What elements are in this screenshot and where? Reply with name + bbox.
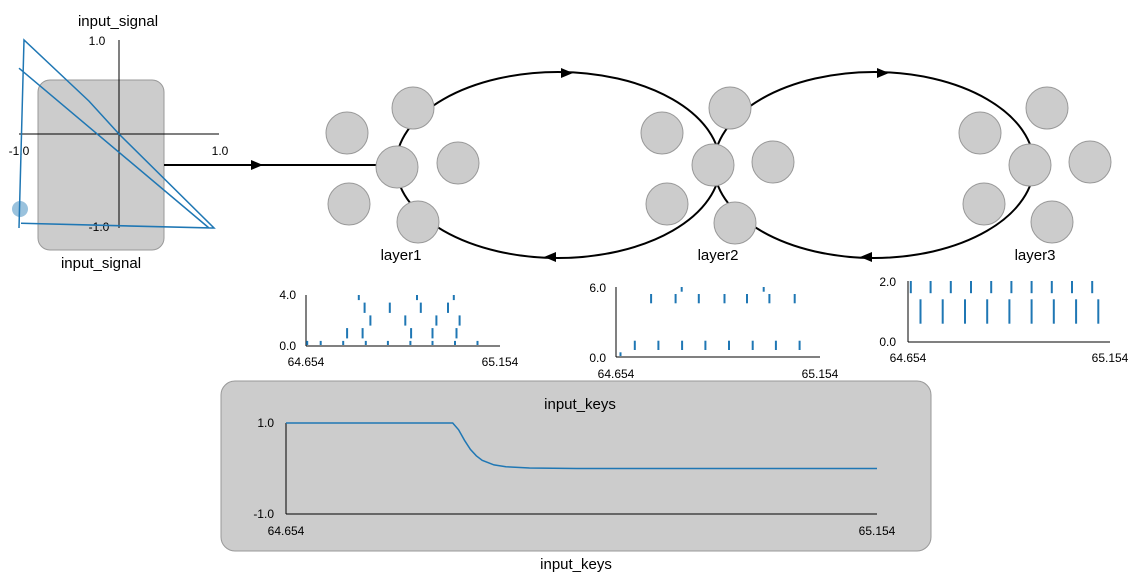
layer1-label: layer1 bbox=[381, 247, 422, 264]
layer2-ensemble[interactable] bbox=[640, 86, 795, 245]
input-signal-y-min-label: -1.0 bbox=[89, 220, 110, 234]
raster-x-min-label: 64.654 bbox=[890, 351, 927, 365]
neuron bbox=[962, 182, 1006, 226]
neuron bbox=[325, 111, 369, 155]
raster-x-max-label: 65.154 bbox=[802, 367, 839, 381]
raster-x-max-label: 65.154 bbox=[1092, 351, 1129, 365]
input-keys-x-max-label: 65.154 bbox=[859, 524, 896, 538]
input-signal-cursor-dot bbox=[12, 201, 28, 217]
input-keys-plot-title: input_keys bbox=[544, 396, 616, 413]
neuron bbox=[713, 201, 757, 245]
input-keys-node-label: input_keys bbox=[540, 556, 612, 573]
raster-x-max-label: 65.154 bbox=[482, 355, 519, 369]
input-signal-x-min-label: -1.0 bbox=[9, 144, 30, 158]
raster-y-max-label: 2.0 bbox=[879, 275, 896, 289]
layer2-label: layer2 bbox=[698, 247, 739, 264]
raster-y-min-label: 0.0 bbox=[879, 335, 896, 349]
layer1-ensemble[interactable] bbox=[325, 86, 480, 244]
input-signal-plot-title: input_signal bbox=[78, 13, 158, 30]
layer3-ensemble[interactable] bbox=[958, 86, 1112, 244]
raster-y-max-label: 4.0 bbox=[279, 288, 296, 302]
neuron bbox=[708, 86, 752, 130]
neuron bbox=[436, 141, 480, 185]
input-signal-trace bbox=[18, 38, 216, 229]
neuron bbox=[640, 111, 684, 155]
neuron bbox=[327, 182, 371, 226]
neuron bbox=[1030, 200, 1074, 244]
input-signal-plot[interactable]: input_signal 1.0 -1.0 -1.0 1.0 bbox=[9, 13, 229, 234]
neuron bbox=[958, 111, 1002, 155]
neuron bbox=[1025, 86, 1069, 130]
input-keys-plot[interactable]: input_keys 1.0 -1.0 64.654 65.154 bbox=[253, 396, 895, 538]
raster-x-min-label: 64.654 bbox=[288, 355, 325, 369]
input-keys-y-max-label: 1.0 bbox=[257, 416, 274, 430]
neuron bbox=[645, 182, 689, 226]
input-keys-y-min-label: -1.0 bbox=[253, 507, 274, 521]
raster-y-max-label: 6.0 bbox=[589, 281, 606, 295]
input-signal-y-max-label: 1.0 bbox=[89, 34, 106, 48]
input-signal-x-max-label: 1.0 bbox=[212, 144, 229, 158]
neuron bbox=[691, 143, 735, 187]
raster-y-min-label: 0.0 bbox=[589, 351, 606, 365]
input-signal-node-label: input_signal bbox=[61, 255, 141, 272]
raster-x-min-label: 64.654 bbox=[598, 367, 635, 381]
neuron bbox=[375, 145, 419, 189]
layer1-spike-raster[interactable]: 4.0 0.0 64.654 65.154 bbox=[279, 288, 518, 369]
input-keys-x-min-label: 64.654 bbox=[268, 524, 305, 538]
layer3-label: layer3 bbox=[1015, 247, 1056, 264]
neuron bbox=[391, 86, 435, 130]
layer3-spike-raster[interactable]: 2.0 0.0 64.654 65.154 bbox=[879, 275, 1128, 365]
neuron bbox=[1008, 143, 1052, 187]
neuron bbox=[1068, 140, 1112, 184]
neuron bbox=[751, 140, 795, 184]
input-keys-trace bbox=[286, 422, 877, 470]
neuron bbox=[396, 200, 440, 244]
layer2-spike-raster[interactable]: 6.0 0.0 64.654 65.154 bbox=[589, 281, 838, 381]
raster-y-min-label: 0.0 bbox=[279, 339, 296, 353]
